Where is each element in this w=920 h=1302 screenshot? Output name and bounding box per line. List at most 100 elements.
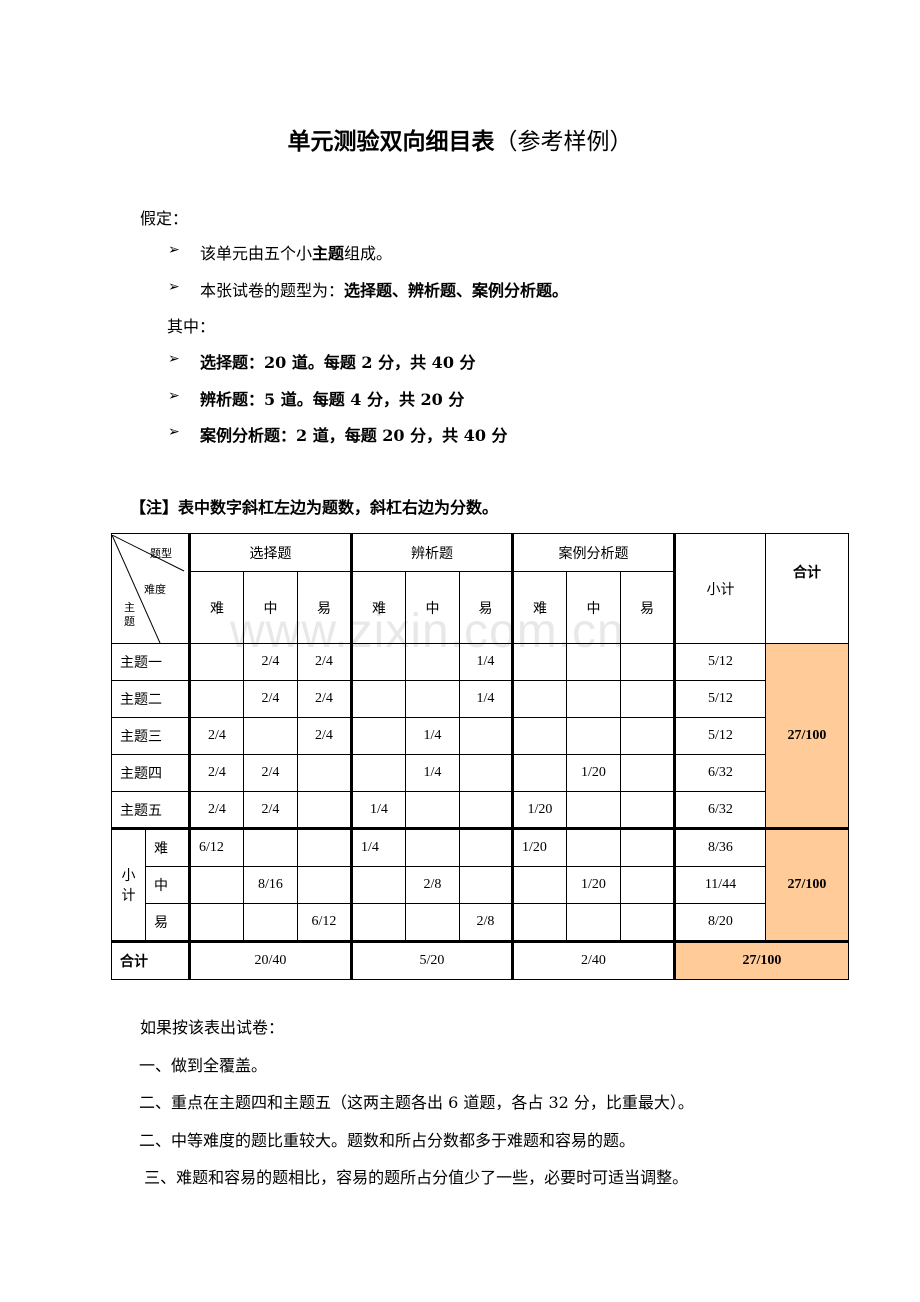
table-cell bbox=[511, 680, 567, 718]
table-cell bbox=[188, 680, 244, 718]
table-cell bbox=[243, 903, 298, 942]
subtotal-cell: 6/32 bbox=[673, 754, 766, 792]
subtotal-cell: 5/12 bbox=[673, 643, 766, 681]
table-row: 主题五 2/4 2/4 1/4 1/20 6/32 bbox=[111, 791, 849, 829]
bullet-item: 本张试卷的题型为：选择题、辨析题、案例分析题。 bbox=[200, 277, 568, 301]
table-cell: 1/4 bbox=[405, 754, 460, 792]
table-cell bbox=[459, 827, 513, 867]
table-cell bbox=[566, 791, 621, 829]
table-cell bbox=[511, 643, 567, 681]
table-cell bbox=[243, 827, 298, 867]
table-cell bbox=[620, 643, 675, 681]
table-cell bbox=[405, 903, 460, 942]
level-header: 中 bbox=[243, 571, 298, 644]
conclusion-line: 一、做到全覆盖。 bbox=[139, 1055, 268, 1075]
bullet-item: 选择题：20 道。每题 2 分，共 40 分 bbox=[200, 349, 476, 373]
table-cell bbox=[511, 754, 567, 792]
table-cell: 1/20 bbox=[511, 791, 567, 829]
table-cell bbox=[566, 717, 621, 755]
table-cell bbox=[566, 827, 621, 867]
group-header: 辨析题 bbox=[350, 533, 513, 572]
title-suffix: （参考样例） bbox=[494, 129, 633, 155]
table-cell bbox=[297, 754, 352, 792]
table-row: 主题一 2/4 2/4 1/4 5/12 27/100 bbox=[111, 643, 849, 829]
arrowhead-bullet-icon: ➢ bbox=[168, 242, 180, 258]
title-main: 单元测验双向细目表 bbox=[287, 129, 495, 155]
conclusion-line: 三、难题和容易的题相比，容易的题所占分值少了一些，必要时可适当调整。 bbox=[139, 1168, 689, 1187]
table-cell bbox=[459, 791, 513, 829]
total-cell: 5/20 bbox=[350, 939, 513, 980]
arrowhead-bullet-icon: ➢ bbox=[168, 351, 180, 367]
table-cell bbox=[350, 680, 406, 718]
level-header: 难 bbox=[350, 571, 406, 644]
level-total-cell: 27/100 bbox=[765, 827, 849, 942]
total-row: 合计 20/40 5/20 2/40 27/100 bbox=[111, 939, 849, 980]
table-cell bbox=[620, 680, 675, 718]
topic-label: 主题一 bbox=[111, 643, 190, 681]
bullet-text: 主题 bbox=[312, 244, 345, 263]
total-row-label: 合计 bbox=[111, 939, 190, 980]
table-cell: 2/4 bbox=[243, 643, 298, 681]
corner-type-label: 题型 bbox=[150, 547, 172, 560]
table-cell: 6/12 bbox=[297, 903, 352, 942]
table-cell bbox=[188, 865, 244, 904]
bullet-text: 本张试卷的题型为： bbox=[200, 280, 345, 300]
table-row: 主题三 2/4 2/4 1/4 5/12 bbox=[111, 717, 849, 755]
bullet-item: 该单元由五个小主题组成。 bbox=[200, 240, 392, 264]
bullet-item: 案例分析题：2 道，每题 20 分，共 40 分 bbox=[200, 422, 508, 446]
subtotal-cell: 8/36 bbox=[673, 827, 766, 867]
subtotal-cell: 5/12 bbox=[673, 717, 766, 755]
table-cell: 2/4 bbox=[297, 717, 352, 755]
table-cell: 2/4 bbox=[243, 791, 298, 829]
topic-label: 主题四 bbox=[111, 754, 190, 792]
level-header: 中 bbox=[405, 571, 460, 644]
table-cell: 1/4 bbox=[350, 791, 406, 829]
table-cell bbox=[405, 680, 460, 718]
arrowhead-bullet-icon: ➢ bbox=[168, 424, 180, 440]
level-header: 易 bbox=[297, 571, 352, 644]
table-cell bbox=[459, 865, 513, 904]
conclusion-line: 二、重点在主题四和主题五（这两主题各出 6 道题，各占 32 分，比重最大）。 bbox=[139, 1093, 694, 1112]
bullet-text: 案例分析题：2 道，每题 20 分，共 40 分 bbox=[200, 426, 508, 445]
table-cell bbox=[459, 717, 513, 755]
subtotal-cell: 6/32 bbox=[673, 791, 766, 829]
table-cell: 1/4 bbox=[405, 717, 460, 755]
total-cell: 20/40 bbox=[188, 939, 352, 980]
bullet-text: 辨析题：5 道。每题 4 分，共 20 分 bbox=[200, 389, 465, 409]
table-cell bbox=[405, 643, 460, 681]
diagonal-lines bbox=[112, 534, 185, 643]
table-cell bbox=[297, 827, 352, 867]
corner-difficulty-label: 难度 bbox=[144, 583, 166, 596]
topic-label: 主题二 bbox=[111, 680, 190, 718]
table-cell: 2/4 bbox=[188, 717, 244, 755]
table-cell bbox=[511, 865, 567, 904]
topic-total-cell: 27/100 bbox=[765, 643, 849, 829]
level-header: 易 bbox=[620, 571, 675, 644]
table-cell: 1/4 bbox=[459, 680, 513, 718]
table-cell: 2/4 bbox=[188, 754, 244, 792]
specification-table: 题型 难度主 题选择题 辨析题 案例分析题 小计 合计难中易难中易难中易主题一 2/4 2/4… bbox=[111, 533, 849, 980]
subtotal-cell: 8/20 bbox=[673, 903, 766, 942]
level-header: 难 bbox=[511, 571, 567, 644]
table-cell bbox=[459, 754, 513, 792]
table-row: 中 8/16 2/8 1/20 11/44 bbox=[112, 865, 849, 904]
table-cell: 1/4 bbox=[350, 827, 406, 867]
table-cell: 2/4 bbox=[243, 680, 298, 718]
table-cell bbox=[511, 903, 567, 942]
among-label: 其中： bbox=[167, 317, 216, 336]
level-header: 易 bbox=[459, 571, 513, 644]
table-cell: 2/4 bbox=[297, 643, 352, 681]
topic-label: 主题三 bbox=[111, 717, 190, 755]
table-cell bbox=[297, 865, 352, 904]
table-cell bbox=[405, 827, 460, 867]
table-cell bbox=[188, 643, 244, 681]
level-header: 中 bbox=[566, 571, 621, 644]
bullet-text: 选择题、辨析题、案例分析题。 bbox=[344, 280, 569, 300]
table-cell: 8/16 bbox=[243, 865, 298, 904]
table-cell bbox=[620, 827, 675, 867]
level-header: 难 bbox=[188, 571, 244, 644]
table-cell bbox=[350, 717, 406, 755]
table-row: 主题四 2/4 2/4 1/4 1/20 6/32 bbox=[111, 754, 849, 792]
subtotal-row-label: 小 计 bbox=[111, 827, 146, 942]
table-cell bbox=[297, 791, 352, 829]
